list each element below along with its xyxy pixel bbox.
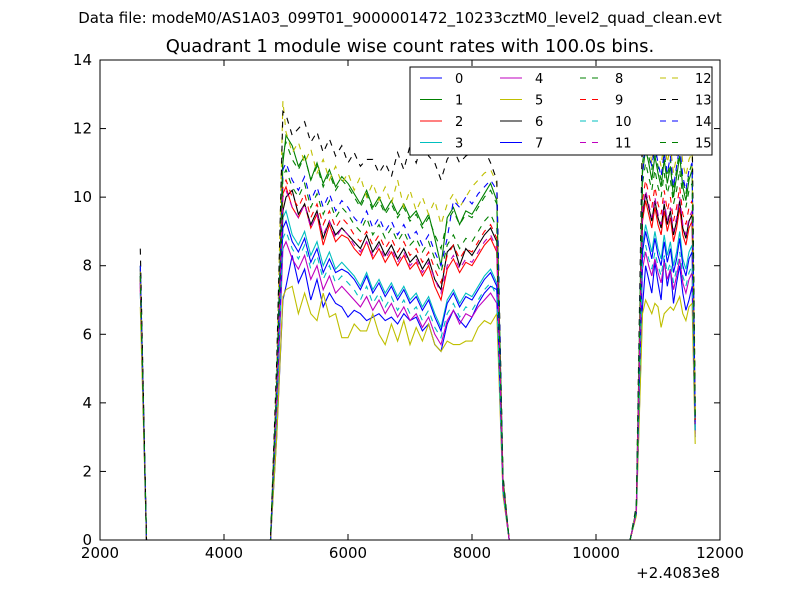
series-line-2 — [139, 185, 696, 541]
figure-suptitle: Data file: modeM0/AS1A03_099T01_90000014… — [78, 9, 722, 27]
y-tick-label: 2 — [82, 462, 92, 480]
x-tick-label: 2000 — [81, 544, 119, 562]
series-line-5 — [139, 285, 696, 541]
y-tick-label: 14 — [73, 51, 92, 69]
legend-label-7: 7 — [535, 137, 543, 152]
y-tick-label: 6 — [82, 325, 92, 343]
x-tick-label: 6000 — [329, 544, 367, 562]
legend-label-13: 13 — [695, 94, 712, 109]
series-line-7 — [139, 219, 696, 541]
x-tick-label: 12000 — [696, 544, 744, 562]
legend-label-9: 9 — [615, 94, 623, 109]
legend-label-2: 2 — [455, 115, 463, 130]
legend-label-12: 12 — [695, 72, 712, 87]
x-offset-label: +2.4083e8 — [636, 564, 720, 582]
x-tick-label: 4000 — [205, 544, 243, 562]
legend-box — [409, 66, 713, 156]
series-line-4 — [139, 240, 696, 541]
y-tick-label: 4 — [82, 394, 92, 412]
legend-label-14: 14 — [695, 115, 712, 130]
y-tick-label: 0 — [82, 531, 92, 549]
series-line-10 — [139, 229, 696, 541]
y-tick-label: 12 — [73, 120, 92, 138]
y-tick-label: 8 — [82, 257, 92, 275]
legend-label-10: 10 — [615, 115, 632, 130]
series-line-14 — [139, 135, 696, 541]
series-line-9 — [139, 178, 696, 541]
series-line-0 — [139, 255, 696, 541]
plot-frame — [99, 59, 721, 541]
legend-label-3: 3 — [455, 137, 463, 152]
series-line-15 — [139, 162, 696, 541]
legend-label-4: 4 — [535, 72, 543, 87]
chart-title: Quadrant 1 module wise count rates with … — [165, 36, 655, 57]
series-line-8 — [139, 140, 696, 541]
x-tick-label: 8000 — [453, 544, 491, 562]
legend-label-6: 6 — [535, 115, 543, 130]
series-line-3 — [139, 209, 696, 541]
legend-label-11: 11 — [615, 137, 632, 152]
series-line-12 — [139, 101, 696, 541]
series-line-11 — [139, 188, 696, 541]
legend-label-0: 0 — [455, 72, 463, 87]
series-layer — [139, 100, 696, 541]
series-line-1 — [139, 133, 696, 541]
x-tick-label: 10000 — [572, 544, 620, 562]
legend-label-5: 5 — [535, 94, 543, 109]
legend-label-15: 15 — [695, 137, 712, 152]
y-tick-label: 10 — [73, 188, 92, 206]
legend-label-8: 8 — [615, 72, 623, 87]
legend-label-1: 1 — [455, 94, 463, 109]
